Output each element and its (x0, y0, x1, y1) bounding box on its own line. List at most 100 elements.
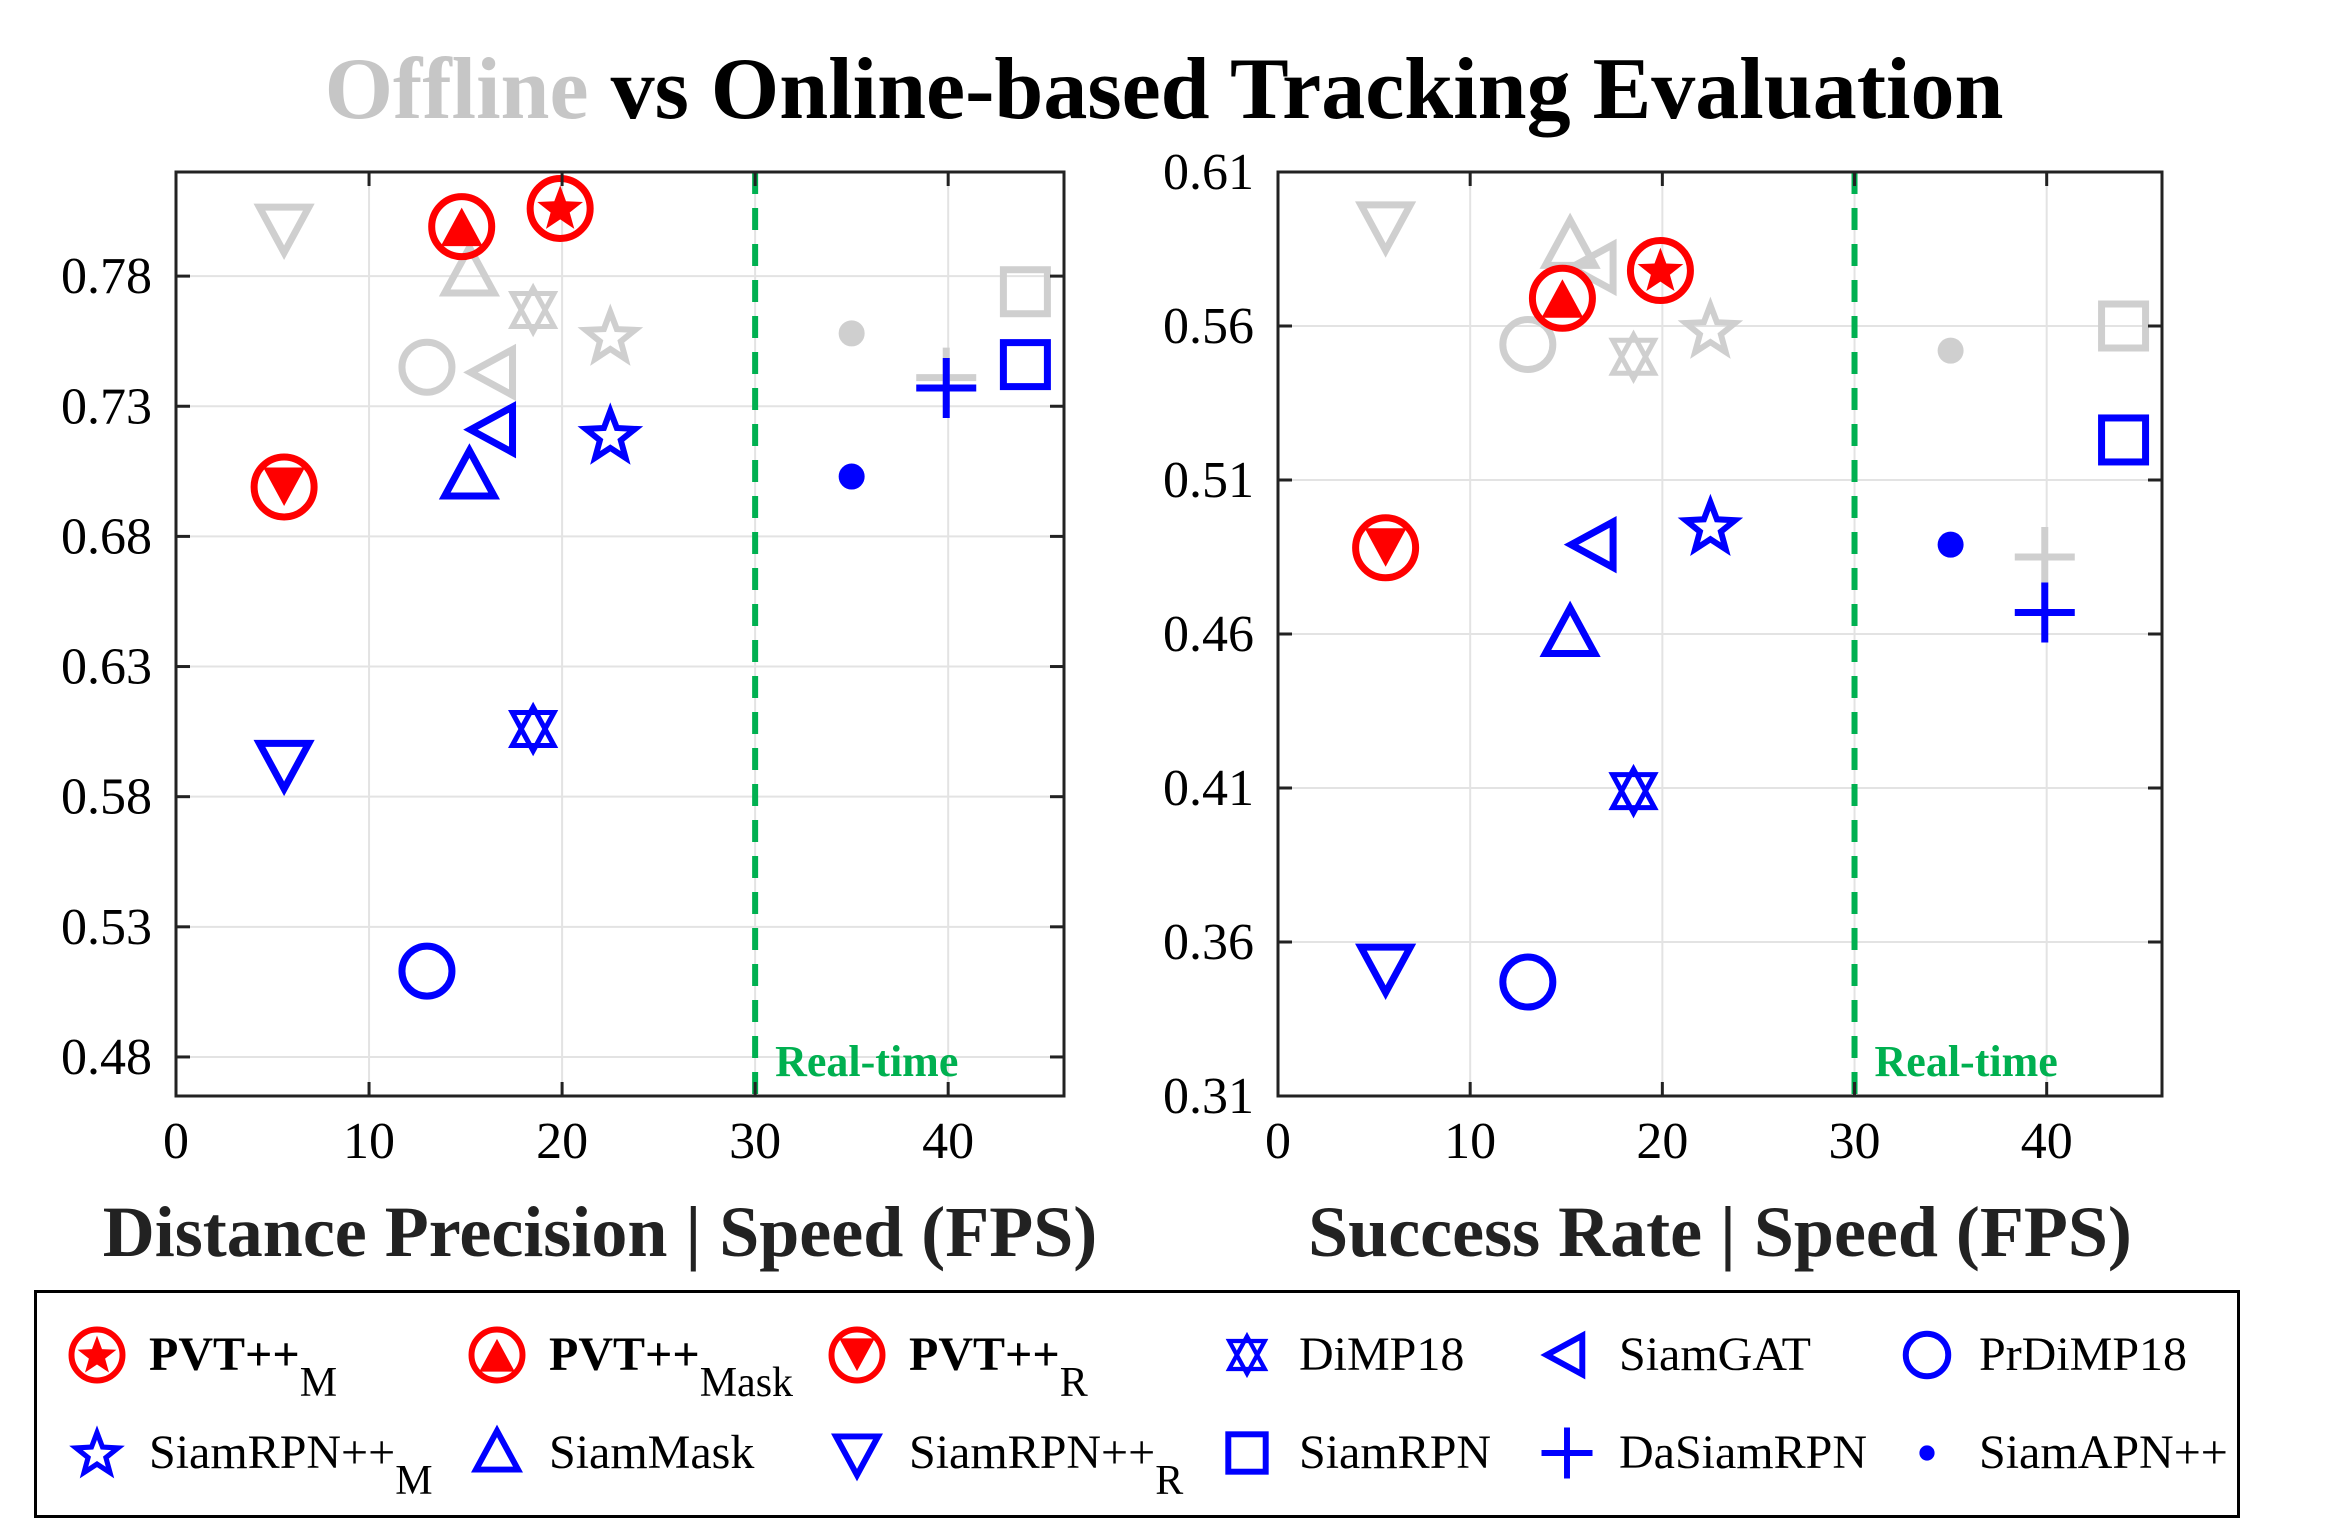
y-tick-label: 0.63 (61, 639, 152, 696)
title-rest: vs Online-based Tracking Evaluation (610, 41, 2004, 138)
y-tick-label: 0.51 (1163, 452, 1254, 509)
offline-point-dimp18 (508, 282, 559, 338)
offline-point-prdimp18 (398, 338, 456, 396)
online-point-siammask (1539, 600, 1601, 657)
legend-marker-icon (1541, 1427, 1593, 1479)
online-point-siamrpn (2098, 414, 2150, 466)
y-tick-label: 0.46 (1163, 606, 1254, 663)
online-point-dasiamrpn (916, 358, 977, 419)
online-point-siamrpn-r (253, 739, 315, 797)
title-offline: Offline (324, 41, 589, 138)
y-tick-label: 0.73 (61, 378, 152, 435)
legend-marker-icon (1225, 1331, 1269, 1379)
legend-label: SiamRPN (1299, 1426, 1492, 1479)
x-tick-label: 10 (343, 1113, 395, 1170)
offline-point-siamrpn-r (253, 203, 315, 260)
offline-point-siamgat (463, 343, 517, 402)
online-point-pvt-m (526, 174, 594, 242)
y-tick-label: 0.31 (1163, 1068, 1254, 1125)
online-point-siamapn- (1937, 531, 1964, 558)
legend-marker-icon (468, 1326, 526, 1384)
y-tick-label: 0.68 (61, 508, 152, 565)
legend-marker-icon (68, 1326, 126, 1384)
legend-marker-icon (828, 1326, 886, 1384)
legend-label-subscript: R (1155, 1458, 1184, 1504)
online-point-dasiamrpn (2014, 582, 2075, 643)
online-point-prdimp18 (1499, 953, 1557, 1011)
figure-title: Offline vs Online-based Tracking Evaluat… (0, 40, 2328, 140)
offline-point-siamrpn (999, 266, 1051, 318)
legend-label: SiamGAT (1619, 1328, 1811, 1381)
online-point-prdimp18 (398, 942, 456, 1000)
x-tick-label: 0 (163, 1113, 189, 1170)
offline-point-dasiamrpn (2014, 527, 2075, 587)
offline-point-siamapn- (1937, 337, 1964, 364)
online-point-siamapn- (838, 463, 865, 490)
y-tick-label: 0.61 (1163, 144, 1254, 201)
legend-label: SiamMask (549, 1426, 755, 1479)
legend-label: DaSiamRPN (1619, 1426, 1868, 1479)
online-point-siamrpn-m (1677, 493, 1744, 557)
chart-panel-2: Real-time 0 10 20 30 40 0.31 0.36 0.41 0.46 0.51 0.… (1163, 144, 2164, 1272)
legend-label: PVT++Mask (549, 1328, 794, 1406)
legend-label-subscript: M (395, 1458, 433, 1504)
offline-point-siammask (438, 240, 501, 297)
online-point-pvt-mask (1528, 264, 1596, 332)
y-tick-label: 0.78 (61, 248, 152, 305)
legend-label: SiamAPN++ (1979, 1426, 2228, 1479)
x-tick-label: 10 (1444, 1113, 1496, 1170)
y-tick-label: 0.58 (61, 769, 152, 826)
online-point-pvt-r (1352, 514, 1420, 582)
online-point-siamgat (463, 400, 517, 459)
online-point-pvt-m (1626, 237, 1694, 305)
legend-label: PVT++R (909, 1328, 1088, 1406)
x-tick-label: 20 (1636, 1113, 1688, 1170)
legend-label: DiMP18 (1299, 1328, 1465, 1381)
realtime-label: Real-time (1875, 1037, 2058, 1086)
axes-frame (174, 170, 1066, 1098)
offline-point-siammask (1539, 212, 1601, 269)
legend-marker-icon (471, 1424, 523, 1473)
online-point-dimp18 (1608, 763, 1659, 819)
legend-marker-icon (831, 1433, 883, 1482)
online-point-siamrpn-r (1355, 943, 1417, 1000)
legend-label: PVT++M (149, 1328, 338, 1406)
legend-marker-icon (1225, 1431, 1269, 1475)
online-point-pvt-r (250, 453, 318, 521)
online-point-siamgat (1563, 515, 1617, 574)
x-axis-label: Success Rate | Speed (FPS) (1308, 1192, 2132, 1272)
offline-point-siamapn- (838, 320, 865, 347)
y-tick-label: 0.41 (1163, 760, 1254, 817)
legend-box: PVT++M PVT++Mask PVT++R DiMP18 SiamGAT PrDiMP… (34, 1290, 2240, 1518)
offline-point-siamrpn-r (1355, 201, 1417, 258)
legend-label-subscript: Mask (699, 1360, 794, 1406)
x-tick-label: 30 (1829, 1113, 1881, 1170)
online-point-pvt-mask (428, 193, 496, 261)
x-axis-label: Distance Precision | Speed (FPS) (103, 1192, 1097, 1272)
legend-marker-icon (1902, 1330, 1952, 1380)
realtime-label: Real-time (775, 1037, 958, 1086)
online-point-siammask (438, 443, 501, 500)
y-tick-label: 0.36 (1163, 914, 1254, 971)
x-tick-label: 40 (2021, 1113, 2073, 1170)
online-point-siamrpn (999, 339, 1051, 391)
legend-marker-icon (69, 1425, 125, 1479)
online-point-siamrpn-m (577, 402, 644, 465)
offline-point-siamrpn (2098, 300, 2150, 352)
offline-point-prdimp18 (1499, 315, 1557, 373)
x-tick-label: 0 (1265, 1113, 1291, 1170)
legend-marker-icon (1919, 1445, 1935, 1461)
x-tick-label: 30 (729, 1113, 781, 1170)
offline-point-siamrpn-m (577, 303, 644, 366)
legend-label-subscript: R (1059, 1360, 1088, 1406)
legend-label-subscript: M (299, 1360, 338, 1406)
online-point-dimp18 (508, 701, 559, 757)
y-tick-label: 0.53 (61, 899, 152, 956)
legend-label: SiamRPN++R (909, 1426, 1184, 1504)
legend-marker-icon (1540, 1330, 1586, 1380)
offline-point-dimp18 (1608, 329, 1659, 385)
legend-label: SiamRPN++M (149, 1426, 433, 1504)
offline-point-siamrpn-m (1677, 296, 1744, 359)
x-tick-label: 20 (536, 1113, 588, 1170)
